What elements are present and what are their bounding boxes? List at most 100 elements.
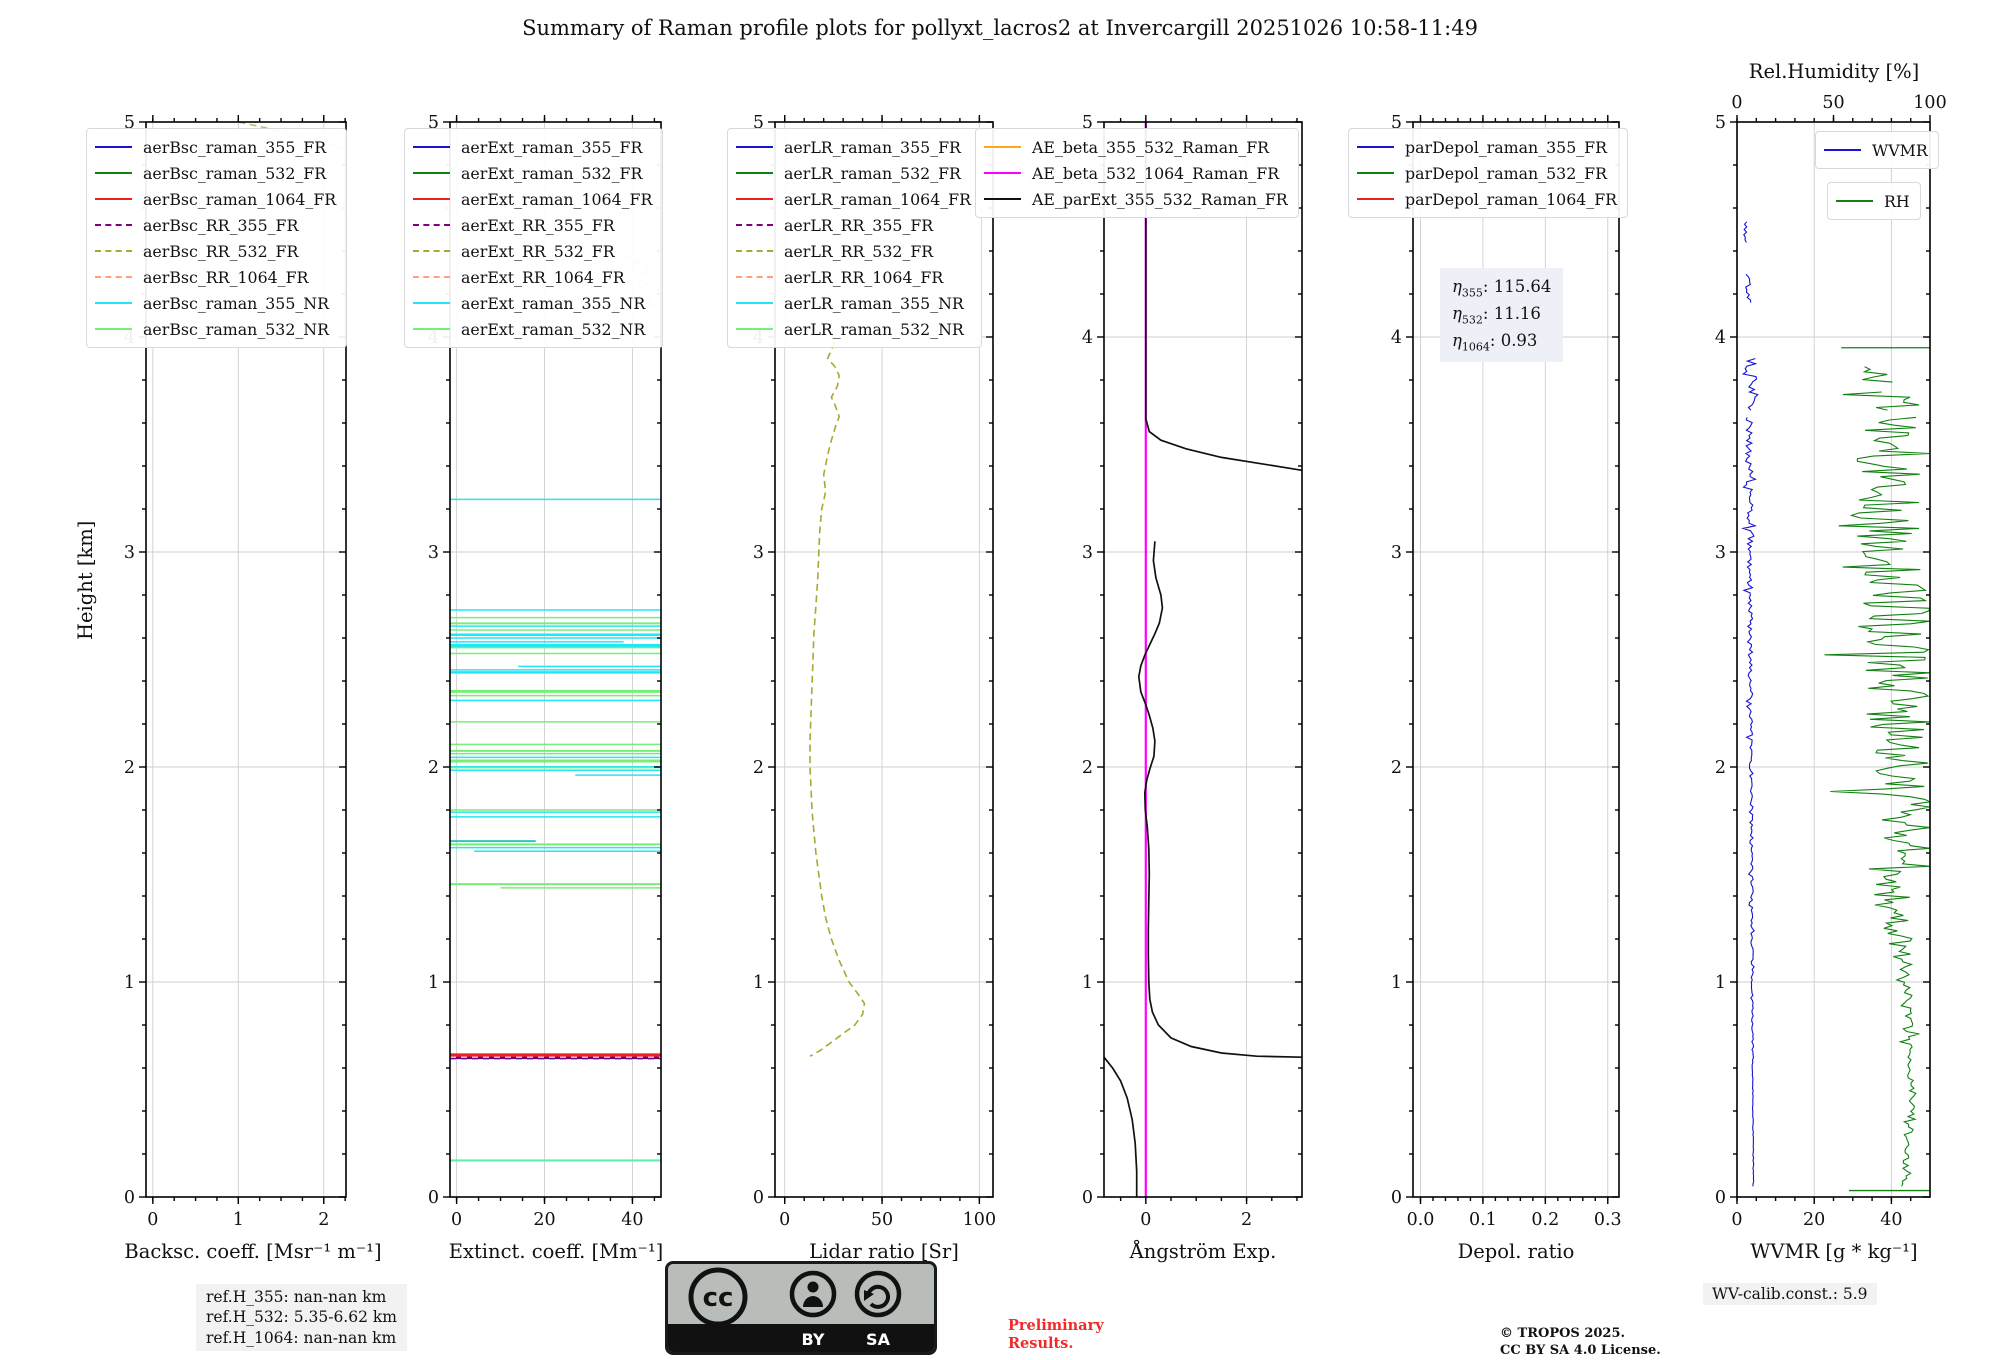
x-tick-label: 0 [1140,1210,1151,1230]
y-tick-label: 3 [428,543,439,563]
copyright-note: © TROPOS 2025. CC BY SA 4.0 License. [1500,1326,1661,1358]
legend-swatch [413,276,450,278]
series-WVMR [1745,273,1752,303]
legend-label: aerExt_RR_532_FR [461,241,615,261]
legend-label: aerExt_RR_355_FR [461,215,615,235]
legend-item: aerLR_raman_1064_FR [736,186,971,212]
y-axis-label: Height [km] [74,520,97,640]
y-tick-label: 1 [1715,973,1726,993]
eta-annotation-box: η355: 115.64 η532: 11.16 η1064: 0.93 [1440,268,1564,363]
legend-item: aerBsc_RR_1064_FR [95,264,336,290]
eta-value-1064: η1064: 0.93 [1452,330,1538,353]
panel-depol_ratio-plot: 0 1 2 3 4 5 0.0 0.1 0.2 0.3 [1391,113,1622,1230]
y-tick-label: 2 [428,758,439,778]
legend-label: RH [1884,191,1910,211]
legend-swatch [413,198,450,200]
x-tick-label: 0.2 [1531,1210,1559,1230]
legend-item: aerBsc_raman_532_FR [95,160,336,186]
legend-item: aerLR_RR_532_FR [736,238,971,264]
series-AE_parExt_mid [1137,541,1302,1059]
legend-item: aerLR_raman_532_NR [736,316,971,342]
legend-label: aerExt_raman_355_FR [461,137,643,157]
legend-label: aerBsc_raman_355_NR [143,293,329,313]
legend-label: parDepol_raman_532_FR [1405,163,1608,183]
legend-label: aerBsc_raman_1064_FR [143,189,337,209]
y-tick-label: 2 [1715,758,1726,778]
y-tick-label: 0 [428,1188,439,1208]
figure-title: Summary of Raman profile plots for polly… [522,16,1478,40]
x-tick-label: 2 [318,1210,329,1230]
legend-item: aerLR_RR_1064_FR [736,264,971,290]
legend-item: aerLR_raman_355_FR [736,134,971,160]
legend-item: aerLR_raman_532_FR [736,160,971,186]
legend-item: aerExt_RR_532_FR [413,238,652,264]
x-tick-label: 0 [1731,1210,1742,1230]
cc-by-sa-badge: cc BY SA [665,1261,937,1355]
y-tick-label: 1 [1082,973,1093,993]
legend-label: AE_beta_355_532_Raman_FR [1032,137,1270,157]
legend-swatch [1357,172,1394,174]
legend-label: aerExt_raman_532_FR [461,163,643,183]
x-tick-label: 40 [1880,1210,1902,1230]
legend-item: aerBsc_raman_355_FR [95,134,336,160]
legend-label: AE_parExt_355_532_Raman_FR [1032,189,1288,209]
y-tick-label: 0 [1715,1188,1726,1208]
legend-swatch [95,172,132,174]
legend-swatch [736,276,773,278]
ref-h-532: ref.H_532: 5.35-6.62 km [206,1308,397,1327]
legend-item: aerLR_raman_355_NR [736,290,971,316]
x-tick-label: 20 [533,1210,555,1230]
legend-swatch [95,302,132,304]
legend-swatch [736,328,773,330]
legend-item: aerExt_RR_1064_FR [413,264,652,290]
legend-item: aerExt_raman_532_FR [413,160,652,186]
legend-label: aerLR_RR_532_FR [784,241,934,261]
legend-label: aerBsc_RR_355_FR [143,215,299,235]
legend-swatch [95,250,132,252]
y-tick-label: 3 [1082,543,1093,563]
x-tick-label: 20 [1803,1210,1825,1230]
ref-h-1064: ref.H_1064: nan-nan km [206,1328,397,1347]
legend-swatch [1836,200,1873,202]
x-tick-label: 2 [1241,1210,1252,1230]
legend-label: aerBsc_raman_355_FR [143,137,327,157]
svg-text:BY: BY [802,1330,825,1349]
legend-label: aerLR_raman_1064_FR [784,189,971,209]
ref-h-355: ref.H_355: nan-nan km [206,1288,387,1306]
x-axis-label-lidar-ratio: Lidar ratio [Sr] [809,1240,959,1263]
legend-label: WVMR [1872,140,1928,160]
cc-by-sa-badge-graphic: cc BY SA [668,1267,934,1352]
y-tick-label: 5 [124,113,135,133]
series-RH [1824,416,1930,1187]
legend-swatch [413,250,450,252]
series-WVMR [1741,417,1758,1187]
y-tick-label: 1 [753,973,764,993]
legend-label: aerBsc_raman_532_NR [143,319,329,339]
x-axis-label-depol: Depol. ratio [1457,1240,1575,1263]
legend-label: aerExt_raman_532_NR [461,319,646,339]
y-tick-label: 2 [124,758,135,778]
legend-swatch [736,198,773,200]
legend-item: parDepol_raman_532_FR [1357,160,1617,186]
legend-swatch [736,172,773,174]
y-tick-label: 1 [124,973,135,993]
y-tick-label: 3 [753,543,764,563]
x-tick-label: 50 [871,1210,893,1230]
legend-swatch [95,276,132,278]
legend-item: RH [1836,188,1910,214]
legend-item: aerBsc_RR_532_FR [95,238,336,264]
legend-item: AE_parExt_355_532_Raman_FR [984,186,1288,212]
legend-item: WVMR [1824,137,1928,163]
series-AE_parExt_lower [1104,1056,1138,1197]
y-tick-label: 5 [428,113,439,133]
legend-item: aerLR_RR_355_FR [736,212,971,238]
legend-item: parDepol_raman_1064_FR [1357,186,1617,212]
y-tick-label: 4 [1082,328,1093,348]
top-tick-label: 0 [1731,93,1742,113]
legend-label: AE_beta_532_1064_Raman_FR [1032,163,1280,183]
reference-height-box: ref.H_355: nan-nan km ref.H_532: 5.35-6.… [196,1284,407,1352]
legend-item: parDepol_raman_355_FR [1357,134,1617,160]
top-axis-label-rel-humidity: Rel.Humidity [%] [1748,60,1920,83]
